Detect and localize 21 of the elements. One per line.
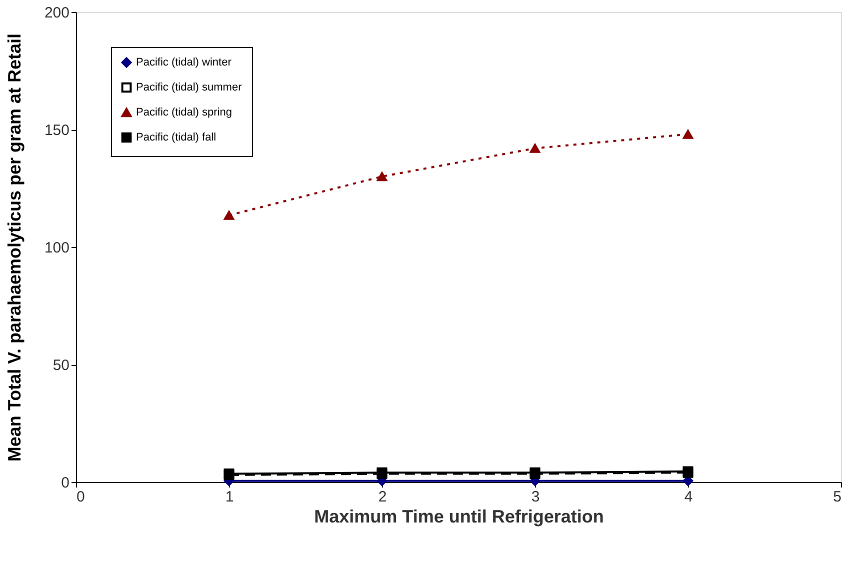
legend-label: Pacific (tidal) fall [136,132,216,144]
x-tick-label: 4 [684,488,693,506]
x-tick-label: 1 [225,488,234,506]
x-tick-label: 3 [531,488,540,506]
y-tick-label: 150 [44,122,70,139]
y-tick-label: 200 [44,4,70,22]
point [224,210,234,220]
x-tick-label: 2 [378,488,387,506]
point [682,130,694,139]
x-tick-label: 5 [833,488,842,506]
x-tick-label: 0 [76,488,85,506]
legend-label: Pacific (tidal) winter [136,56,232,68]
y-axis-title: Mean Total V. parahaemolyticus per gram at Retail [4,33,24,462]
point [376,172,388,182]
x-axis-title: Maximum Time until Refrigeration [314,506,604,526]
legend-label: Pacific (tidal) summer [136,82,242,94]
y-tick-label: 100 [44,240,70,256]
y-tick-label: 50 [52,357,70,374]
legend-label: Pacific (tidal) spring [136,106,232,118]
y-tick-label: 0 [61,474,70,492]
point [530,144,540,153]
